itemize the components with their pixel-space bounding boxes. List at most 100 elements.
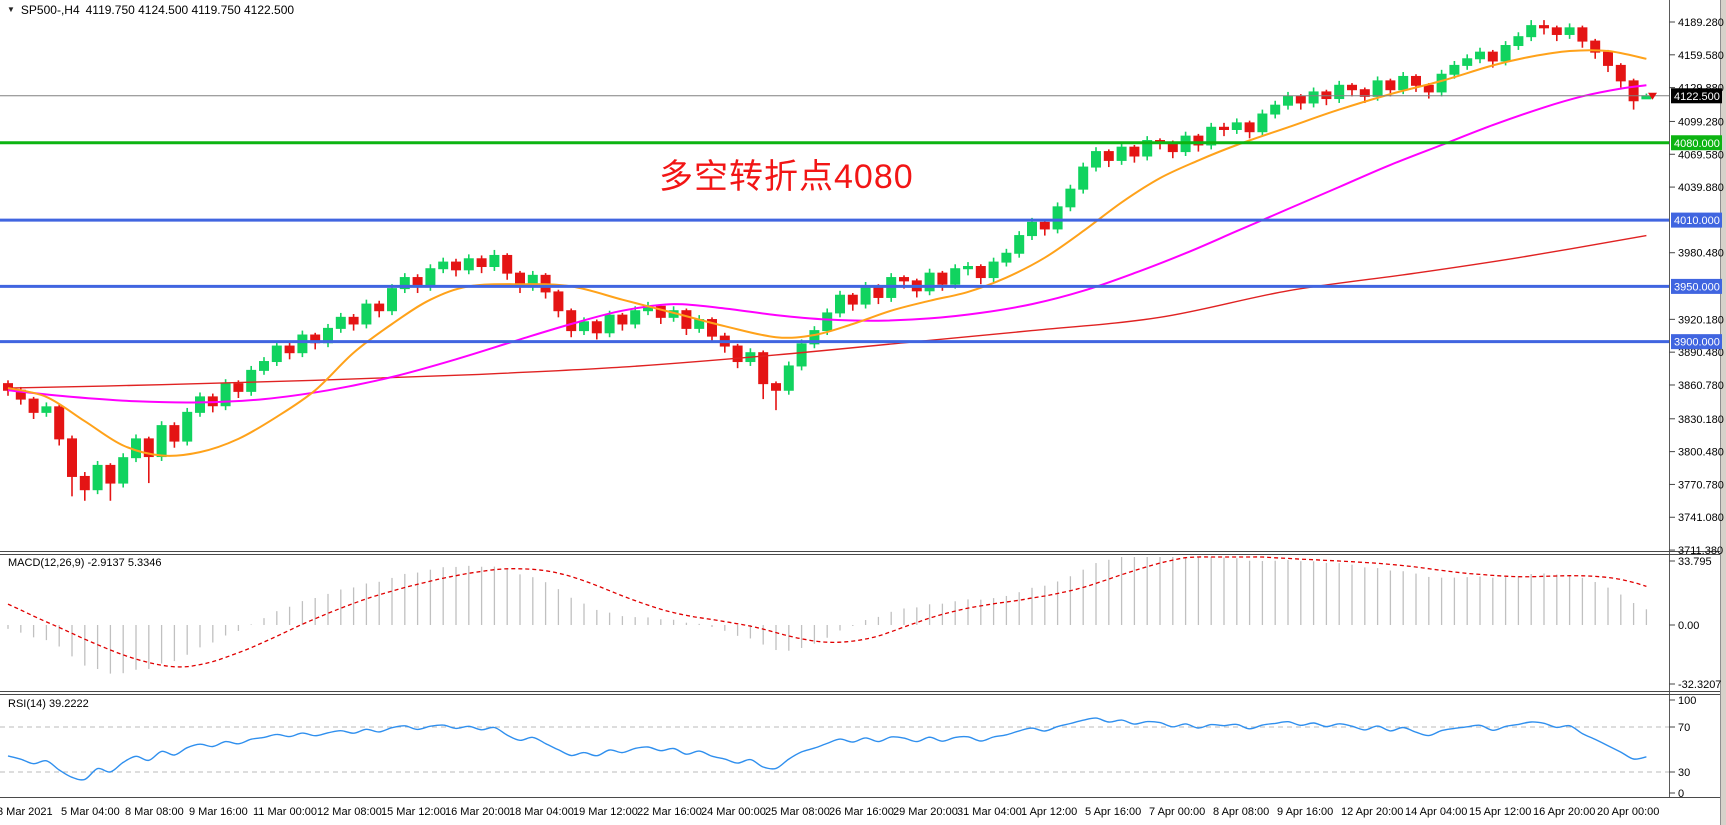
price-tick-label: 4159.580 <box>1678 50 1724 62</box>
candle <box>783 365 794 391</box>
candle <box>3 383 13 391</box>
macd-axis-label: -32.3207 <box>1678 679 1721 691</box>
candle <box>1372 80 1383 97</box>
candle <box>707 319 717 337</box>
sell-arrow-icon[interactable] <box>1648 92 1657 100</box>
candle <box>1078 166 1089 190</box>
candle <box>1603 51 1613 66</box>
time-axis-label: 12 Apr 20:00 <box>1341 806 1403 818</box>
candle <box>1257 113 1268 133</box>
candle <box>28 398 39 413</box>
chart-annotation-text[interactable]: 多空转折点4080 <box>659 158 914 196</box>
time-axis-label: 14 Apr 04:00 <box>1405 806 1467 818</box>
candle <box>591 321 602 334</box>
candle <box>579 321 589 332</box>
rsi-axis-label: 70 <box>1678 722 1690 734</box>
candle <box>809 330 820 345</box>
time-axis-label: 11 Mar 00:00 <box>253 806 317 818</box>
price-badge <box>1671 88 1722 104</box>
price-tick-label: 3800.480 <box>1678 447 1724 459</box>
time-axis-label: 1 Apr 12:00 <box>1021 806 1077 818</box>
time-axis-label: 9 Apr 16:00 <box>1277 806 1333 818</box>
candle <box>1039 221 1050 230</box>
candle <box>463 258 474 271</box>
candle <box>1436 73 1447 93</box>
candle <box>1065 188 1076 208</box>
candle <box>1334 84 1345 100</box>
price-badge-label: 3900.000 <box>1674 337 1720 349</box>
candle <box>502 254 513 274</box>
candle <box>1206 126 1217 146</box>
chevron-down-icon[interactable]: ▼ <box>7 4 15 14</box>
time-axis-label: 5 Apr 16:00 <box>1085 806 1141 818</box>
time-axis-label: 9 Mar 16:00 <box>189 806 248 818</box>
candle <box>873 285 884 298</box>
time-axis-label: 26 Mar 16:00 <box>829 806 894 818</box>
candle <box>1487 51 1498 62</box>
price-tick-label: 3711.380 <box>1678 545 1723 557</box>
candle <box>489 254 500 268</box>
macd-indicator-label: MACD(12,26,9) -2.9137 5.3346 <box>8 557 162 569</box>
candle <box>271 345 282 363</box>
candle <box>937 272 948 285</box>
price-badge <box>1671 212 1722 228</box>
price-badge-label: 4080.000 <box>1674 138 1720 150</box>
candle <box>1539 25 1549 29</box>
candle <box>348 316 359 325</box>
candle <box>425 268 436 287</box>
price-tick-label: 3860.780 <box>1678 380 1724 392</box>
candle <box>41 406 52 413</box>
time-axis-label: 24 Mar 00:00 <box>701 806 766 818</box>
candle <box>604 314 615 334</box>
candle <box>335 316 346 329</box>
candle <box>681 310 692 329</box>
candle <box>1295 95 1306 104</box>
candle <box>1462 58 1473 66</box>
candle <box>655 305 666 318</box>
candle <box>1628 80 1639 102</box>
candle <box>860 285 871 305</box>
candle <box>143 438 154 458</box>
candle <box>451 261 461 271</box>
ma-slow-red <box>7 234 1647 389</box>
time-axis-label: 19 Mar 12:00 <box>573 806 638 818</box>
time-axis-label: 16 Apr 20:00 <box>1533 806 1595 818</box>
candle <box>259 361 269 371</box>
price-tick-label: 4069.580 <box>1678 149 1724 161</box>
candle <box>1564 27 1575 35</box>
candle <box>1398 75 1409 91</box>
candle <box>399 277 410 290</box>
time-axis-label: 7 Apr 00:00 <box>1149 806 1205 818</box>
symbol-header: ▼ SP500-,H4 4119.750 4124.500 4119.750 4… <box>7 3 294 17</box>
candle <box>1270 104 1281 115</box>
price-tick-label: 3920.180 <box>1678 314 1724 326</box>
time-axis-label: 12 Mar 08:00 <box>317 806 382 818</box>
candle <box>1347 84 1357 91</box>
time-axis-label: 3 Mar 2021 <box>0 806 53 818</box>
candle <box>566 310 577 332</box>
candle <box>220 383 231 407</box>
rsi-line <box>7 717 1647 781</box>
candle <box>156 425 167 458</box>
candle <box>988 261 999 279</box>
candle <box>1129 146 1140 157</box>
candle <box>118 457 129 484</box>
candle <box>771 383 781 391</box>
time-axis-label: 20 Apr 00:00 <box>1597 806 1659 818</box>
candle <box>1551 27 1562 35</box>
rsi-axis-label: 100 <box>1678 695 1696 707</box>
price-tick-label: 4189.280 <box>1678 17 1724 29</box>
candle <box>476 258 487 268</box>
ohlc-readout: 4119.750 4124.500 4119.750 4122.500 <box>85 3 295 17</box>
candle <box>297 334 308 354</box>
candle <box>361 303 372 325</box>
price-tick-label: 3741.080 <box>1678 512 1724 524</box>
candle <box>975 266 986 279</box>
price-tick-label: 4099.280 <box>1678 116 1724 128</box>
time-axis-label: 22 Mar 16:00 <box>637 806 702 818</box>
candle <box>1590 40 1601 53</box>
rsi-axis-label: 30 <box>1678 767 1690 779</box>
price-badge-label: 3950.000 <box>1674 281 1720 293</box>
candle <box>105 464 116 484</box>
